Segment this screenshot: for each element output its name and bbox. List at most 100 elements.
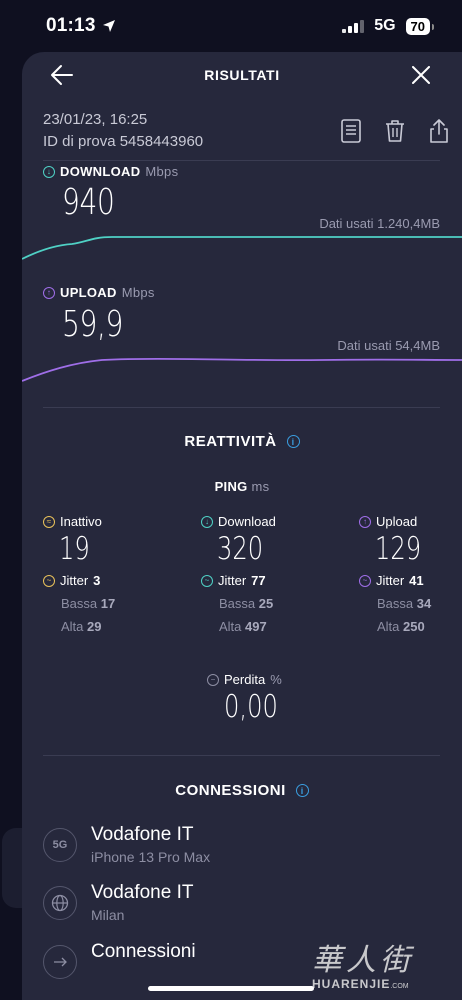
close-icon[interactable]	[412, 66, 430, 84]
connection-item-server[interactable]: Vodafone IT Milan	[43, 882, 443, 930]
ping-upload-header: ↑ Upload	[359, 514, 462, 529]
ping-label: PING	[214, 479, 248, 494]
ping-title: PING ms	[22, 479, 462, 494]
ping-download-high: Alta 497	[219, 619, 341, 634]
ping-upload-value: 129	[375, 531, 422, 567]
ping-upload-jitter: ~ Jitter 41	[359, 573, 462, 588]
ping-idle-jitter: ~ Jitter 3	[43, 573, 183, 588]
packet-loss-header: − Perdita %	[207, 672, 293, 687]
home-indicator[interactable]	[148, 986, 314, 991]
ping-upload-label: Upload	[376, 514, 418, 529]
watermark-text: HUARENJIE.COM	[312, 977, 452, 991]
low-label: Bassa	[377, 596, 414, 611]
status-time-text: 01:13	[46, 15, 96, 36]
battery-indicator: 70	[405, 17, 435, 35]
jitter-label: Jitter	[60, 573, 89, 588]
download-label-text: DOWNLOAD	[60, 164, 141, 179]
ping-idle-header: ≈ Inattivo	[43, 514, 183, 529]
ping-upload-low: Bassa 34	[377, 596, 462, 611]
divider	[43, 407, 440, 408]
low-value: 25	[258, 596, 274, 611]
back-arrow-icon[interactable]	[50, 64, 74, 86]
ping-download-low: Bassa 25	[219, 596, 341, 611]
ping-upload-column: ↑ Upload 129 ~ Jitter 41 Bassa 34 Alta 2…	[359, 514, 462, 634]
ping-download-column: ↓ Download 320 ~ Jitter 77 Bassa 25 Alta…	[201, 514, 341, 634]
low-label: Bassa	[219, 596, 256, 611]
high-value: 497	[245, 619, 267, 634]
packet-loss-unit: %	[270, 672, 282, 687]
ping-download-jitter: ~ Jitter 77	[201, 573, 341, 588]
download-arrow-icon: ↓	[201, 515, 213, 528]
status-bar: 01:13 5G 70	[0, 0, 462, 52]
watermark-glyphs: 華人街	[312, 943, 414, 978]
high-label: Alta	[377, 619, 400, 634]
high-label: Alta	[61, 619, 84, 634]
connection-name: Connessioni	[91, 941, 196, 962]
share-icon[interactable]	[428, 119, 450, 143]
connections-title-text: CONNESSIONI	[175, 782, 286, 799]
jitter-wave-icon: ~	[359, 574, 371, 587]
location-arrow-icon	[102, 20, 115, 32]
download-unit: Mbps	[145, 164, 179, 179]
ping-idle-high: Alta 29	[61, 619, 183, 634]
download-data-used: Dati usati 1.240,4MB	[319, 216, 440, 231]
test-id: ID di prova 5458443960	[43, 133, 204, 150]
connection-name: Vodafone IT	[91, 824, 194, 845]
responsiveness-title: REATTIVITÀ i	[22, 433, 462, 450]
upload-curve	[22, 357, 462, 382]
jitter-label: Jitter	[218, 573, 247, 588]
connection-name: Vodafone IT	[91, 882, 194, 903]
download-label: ↓ DOWNLOAD Mbps	[43, 164, 178, 179]
upload-label-text: UPLOAD	[60, 285, 117, 300]
watermark-logo: 華人街 HUARENJIE.COM	[312, 935, 452, 993]
upload-arrow-icon: ↑	[359, 515, 371, 528]
signal-bars-icon	[342, 19, 365, 33]
ping-download-value: 320	[217, 531, 264, 567]
status-time: 01:13	[46, 15, 116, 37]
packet-loss-value: 0,00	[224, 689, 278, 725]
packet-loss-icon: −	[207, 673, 219, 686]
high-label: Alta	[219, 619, 242, 634]
info-icon[interactable]: i	[286, 435, 300, 448]
connection-item-provider[interactable]: 5G Vodafone IT iPhone 13 Pro Max	[43, 824, 443, 872]
jitter-wave-icon: ~	[43, 574, 55, 587]
jitter-value: 41	[409, 573, 424, 588]
idle-icon: ≈	[43, 515, 55, 528]
cellular-5g-icon: 5G	[43, 828, 77, 862]
connections-title: CONNESSIONI i	[22, 782, 462, 799]
ping-unit: ms	[251, 479, 270, 494]
low-value: 34	[416, 596, 432, 611]
ping-idle-column: ≈ Inattivo 19 ~ Jitter 3 Bassa 17 Alta 2…	[43, 514, 183, 634]
connections-icon	[43, 945, 77, 979]
jitter-wave-icon: ~	[201, 574, 213, 587]
divider	[43, 160, 440, 161]
packet-loss: − Perdita % 0,00	[207, 672, 293, 725]
connection-item-connections[interactable]: Connessioni	[43, 941, 443, 989]
nav-bar: RISULTATI	[22, 52, 462, 98]
ping-download-label: Download	[218, 514, 276, 529]
watermark-suffix: .COM	[390, 983, 409, 990]
high-value: 250	[403, 619, 425, 634]
download-value: 940	[62, 182, 115, 223]
network-type: 5G	[374, 17, 396, 34]
info-icon[interactable]: i	[295, 784, 309, 797]
ping-upload-high: Alta 250	[377, 619, 462, 634]
connection-device: iPhone 13 Pro Max	[91, 849, 211, 865]
upload-data-used: Dati usati 54,4MB	[337, 338, 440, 353]
upload-unit: Mbps	[121, 285, 155, 300]
document-icon[interactable]	[340, 119, 362, 143]
download-curve	[22, 235, 462, 260]
trash-icon[interactable]	[384, 119, 406, 143]
upload-value: 59,9	[62, 304, 123, 345]
ping-idle-low: Bassa 17	[61, 596, 183, 611]
upload-arrow-icon: ↑	[43, 286, 55, 299]
responsiveness-title-text: REATTIVITÀ	[184, 433, 277, 450]
result-actions	[340, 119, 450, 143]
globe-icon	[43, 886, 77, 920]
divider	[43, 755, 440, 756]
jitter-value: 77	[251, 573, 266, 588]
low-value: 17	[100, 596, 116, 611]
upload-label: ↑ UPLOAD Mbps	[43, 285, 155, 300]
connection-location: Milan	[91, 907, 125, 923]
page-title: RISULTATI	[204, 67, 280, 83]
